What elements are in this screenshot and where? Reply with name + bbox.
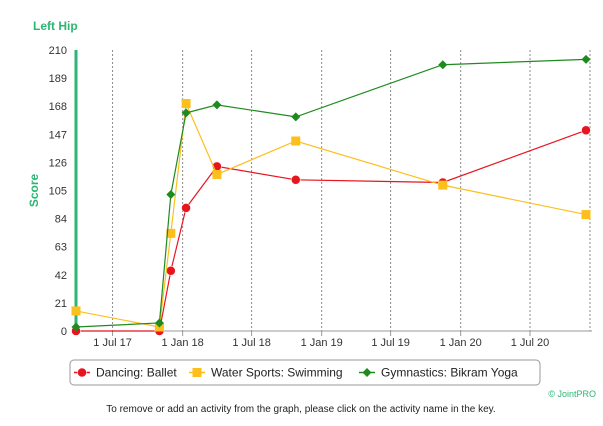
data-point-1-3[interactable] <box>181 99 191 109</box>
series-group <box>71 54 591 336</box>
x-tick-label: 1 Jan 19 <box>301 337 343 349</box>
grid-lines <box>112 50 591 331</box>
y-tick-label: 126 <box>49 157 67 169</box>
legend-box <box>69 359 541 386</box>
data-point-0-2[interactable] <box>166 266 176 276</box>
series-2 <box>71 54 591 332</box>
y-tick-label: 105 <box>49 186 67 198</box>
x-tick-label: 1 Jul 18 <box>232 337 271 349</box>
legend-item-1[interactable]: Water Sports: Swimming <box>189 366 343 380</box>
y-tick-label: 147 <box>49 129 67 141</box>
instruction-note: To remove or add an activity from the gr… <box>106 404 495 415</box>
x-tick-label: 1 Jan 20 <box>440 337 482 349</box>
y-tick-label: 42 <box>55 270 67 282</box>
series-0 <box>71 125 591 336</box>
legend-label-1[interactable]: Water Sports: Swimming <box>211 366 343 380</box>
y-tick-label: 210 <box>49 45 67 57</box>
series-line-2 <box>75 58 587 328</box>
legend-marker-2[interactable] <box>362 368 372 377</box>
data-point-0-5[interactable] <box>291 175 301 185</box>
legend-marker-1[interactable] <box>192 368 202 377</box>
x-tick-labels: 1 Jul 17 1 Jan 18 1 Jul 18 1 Jan 19 1 Jul 19… <box>93 331 549 349</box>
y-tick-labels: 0 21 42 63 84 105 126 147 168 189 210 <box>49 45 67 338</box>
data-point-1-6[interactable] <box>438 180 448 190</box>
data-point-0-3[interactable] <box>181 203 191 213</box>
data-point-2-7[interactable] <box>581 54 591 64</box>
x-tick-label: 1 Jul 20 <box>511 337 550 349</box>
data-point-1-2[interactable] <box>166 228 176 238</box>
y-tick-label: 168 <box>49 101 67 113</box>
y-tick-label: 84 <box>55 214 67 226</box>
data-point-1-0[interactable] <box>71 306 81 316</box>
data-point-2-2[interactable] <box>166 190 176 200</box>
credit-text: © JointPRO <box>548 389 596 399</box>
legend-marker-0[interactable] <box>77 367 87 378</box>
data-point-1-5[interactable] <box>291 136 301 146</box>
series-line-1 <box>75 101 587 328</box>
x-tick-label: 1 Jul 19 <box>371 337 410 349</box>
data-point-2-1[interactable] <box>154 318 164 328</box>
data-point-2-3[interactable] <box>181 108 191 118</box>
data-point-2-4[interactable] <box>212 100 222 110</box>
series-line-0 <box>76 129 587 332</box>
data-point-2-5[interactable] <box>291 112 301 122</box>
y-tick-label: 0 <box>61 326 67 338</box>
x-tick-label: 1 Jul 17 <box>93 337 132 349</box>
data-point-2-6[interactable] <box>438 60 448 70</box>
data-point-2-0[interactable] <box>71 322 81 332</box>
x-tick-label: 1 Jan 18 <box>162 337 204 349</box>
data-point-1-4[interactable] <box>212 169 222 179</box>
legend-item-2[interactable]: Gymnastics: Bikram Yoga <box>359 366 518 380</box>
y-tick-label: 189 <box>49 73 67 85</box>
legend-label-0[interactable]: Dancing: Ballet <box>96 366 177 380</box>
legend-item-0[interactable]: Dancing: Ballet <box>74 366 177 380</box>
y-axis-label: Score <box>27 174 41 208</box>
data-point-1-7[interactable] <box>581 210 591 220</box>
series-1 <box>71 99 591 332</box>
legend-label-2[interactable]: Gymnastics: Bikram Yoga <box>381 366 518 380</box>
legend: Dancing: Ballet Water Sports: Swimming Gym… <box>69 359 541 386</box>
axes <box>74 50 592 332</box>
data-point-0-7[interactable] <box>581 125 591 136</box>
y-tick-label: 21 <box>55 298 67 310</box>
y-tick-label: 63 <box>55 242 67 254</box>
chart-title: Left Hip <box>33 19 78 33</box>
